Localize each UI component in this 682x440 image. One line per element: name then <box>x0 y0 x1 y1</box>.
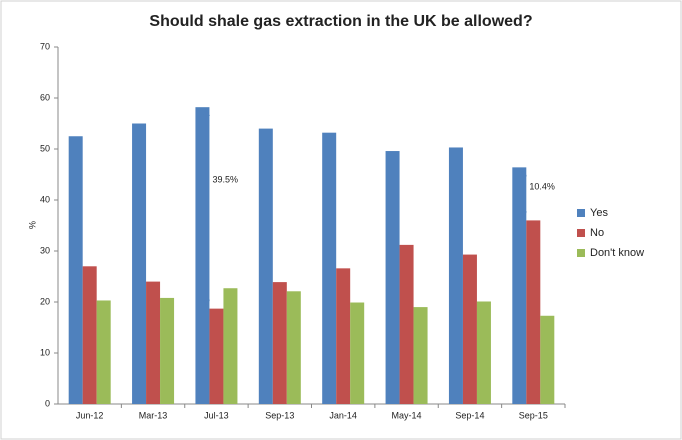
y-tick-label: 40 <box>40 194 50 204</box>
legend-swatch <box>577 229 585 237</box>
y-tick-label: 30 <box>40 245 50 255</box>
bar <box>336 268 351 404</box>
bar <box>448 147 463 404</box>
bar <box>526 220 541 404</box>
bar <box>132 123 147 404</box>
y-tick-label: 10 <box>40 347 50 357</box>
x-tick-label: Jan-14 <box>329 410 357 420</box>
legend-text: No <box>590 227 604 239</box>
bar <box>223 288 238 404</box>
bar <box>160 297 175 404</box>
y-axis-label: % <box>27 221 37 229</box>
x-tick-label: Mar-13 <box>139 410 168 420</box>
bar <box>258 128 273 404</box>
y-tick-label: 70 <box>40 41 50 51</box>
x-tick-label: Sep-14 <box>455 410 484 420</box>
legend-swatch <box>577 209 585 217</box>
bar <box>195 107 210 405</box>
legend-text: Don't know <box>590 247 644 259</box>
bar <box>399 244 414 404</box>
bar <box>272 282 287 404</box>
bar <box>68 136 83 404</box>
x-tick-label: Sep-13 <box>265 410 294 420</box>
x-tick-label: Sep-15 <box>519 410 548 420</box>
x-tick-label: Jun-12 <box>76 410 104 420</box>
bar <box>476 301 491 404</box>
y-tick-label: 0 <box>45 398 50 408</box>
x-tick-label: Jul-13 <box>204 410 229 420</box>
annotation-text: 39.5% <box>212 174 238 184</box>
bar <box>413 307 428 404</box>
bar <box>462 254 477 404</box>
y-tick-label: 50 <box>40 143 50 153</box>
bar <box>322 132 337 404</box>
bar <box>512 167 527 404</box>
annotation-text: 10.4% <box>529 181 555 191</box>
legend-swatch <box>577 249 585 257</box>
bar <box>96 300 111 404</box>
legend-text: Yes <box>590 207 608 219</box>
bar <box>82 266 97 404</box>
y-tick-label: 60 <box>40 92 50 102</box>
chart-title: Should shale gas extraction in the UK be… <box>149 13 532 30</box>
bar <box>385 151 400 404</box>
y-tick-label: 20 <box>40 296 50 306</box>
bar <box>540 315 555 404</box>
x-tick-label: May-14 <box>392 410 422 420</box>
bar <box>350 302 365 404</box>
bar <box>209 308 224 404</box>
bar <box>286 291 301 404</box>
bar <box>146 281 161 404</box>
